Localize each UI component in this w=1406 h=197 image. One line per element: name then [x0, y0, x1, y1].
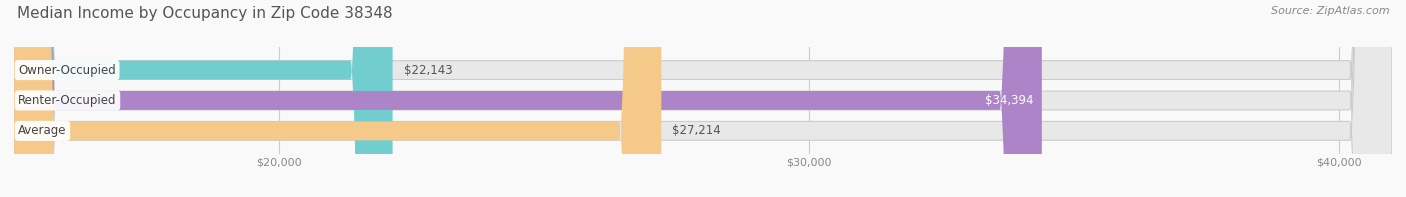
Text: Renter-Occupied: Renter-Occupied — [18, 94, 117, 107]
FancyBboxPatch shape — [14, 0, 1392, 197]
Text: Average: Average — [18, 124, 66, 137]
FancyBboxPatch shape — [14, 0, 661, 197]
FancyBboxPatch shape — [14, 0, 1042, 197]
FancyBboxPatch shape — [14, 0, 392, 197]
FancyBboxPatch shape — [14, 0, 1392, 197]
Text: Owner-Occupied: Owner-Occupied — [18, 64, 115, 77]
Text: Median Income by Occupancy in Zip Code 38348: Median Income by Occupancy in Zip Code 3… — [17, 6, 392, 21]
Text: $27,214: $27,214 — [672, 124, 721, 137]
Text: Source: ZipAtlas.com: Source: ZipAtlas.com — [1271, 6, 1389, 16]
FancyBboxPatch shape — [14, 0, 1392, 197]
Text: $34,394: $34,394 — [986, 94, 1033, 107]
Text: $22,143: $22,143 — [404, 64, 453, 77]
